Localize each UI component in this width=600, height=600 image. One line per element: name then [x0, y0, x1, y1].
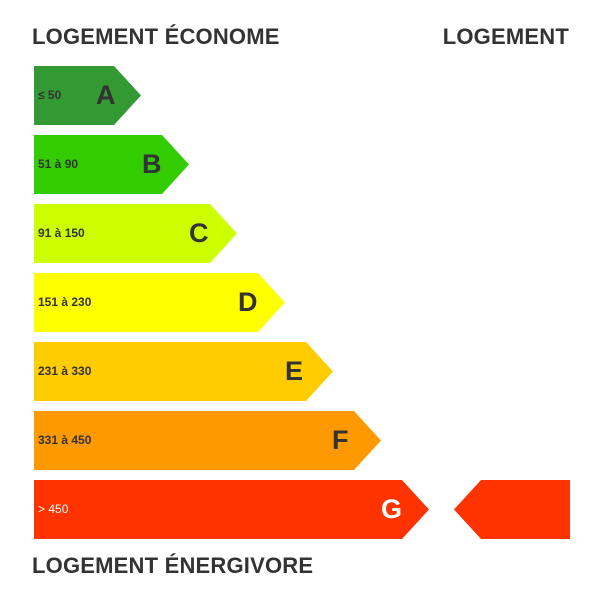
energy-band-b: 51 à 90 B	[34, 135, 189, 194]
energy-band-range: 331 à 450	[38, 433, 92, 447]
energy-band-range: 151 à 230	[38, 295, 92, 309]
energy-band-range: 51 à 90	[38, 157, 79, 171]
energy-band-letter: A	[96, 80, 116, 110]
energy-band-g: > 450 G	[34, 480, 429, 539]
footer-inefficient-label: LOGEMENT ÉNERGIVORE	[32, 553, 314, 578]
energy-band-letter: B	[142, 149, 162, 179]
energy-band-e: 231 à 330 E	[34, 342, 333, 401]
energy-band-c: 91 à 150 C	[34, 204, 237, 263]
energy-band-d: 151 à 230 D	[34, 273, 285, 332]
energy-band-range: 91 à 150	[38, 226, 85, 240]
energy-band-range: 231 à 330	[38, 364, 92, 378]
header-efficient-label: LOGEMENT ÉCONOME	[32, 24, 280, 49]
header-dwelling-label: LOGEMENT	[442, 24, 569, 49]
energy-band-range: ≤ 50	[38, 88, 62, 102]
energy-band-letter: F	[332, 425, 349, 455]
energy-band-letter: G	[381, 494, 403, 524]
energy-band-letter: C	[189, 218, 209, 248]
energy-band-letter: D	[238, 287, 258, 317]
energy-band-letter: E	[285, 356, 304, 386]
energy-band-f: 331 à 450 F	[34, 411, 381, 470]
energy-band-a: ≤ 50 A	[34, 66, 141, 125]
energy-band-range: > 450	[38, 502, 69, 516]
current-class-arrow	[454, 480, 570, 539]
